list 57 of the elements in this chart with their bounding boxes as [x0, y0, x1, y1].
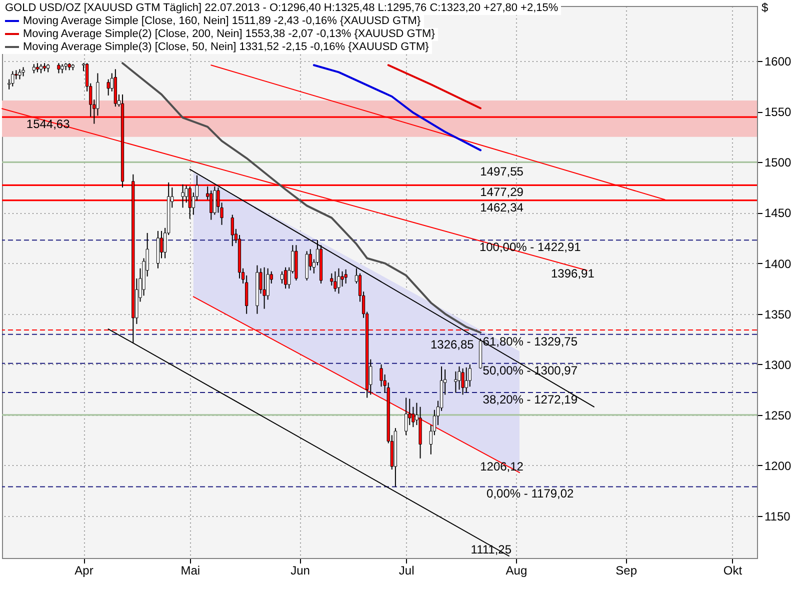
y-tick-label: 1600: [764, 54, 792, 69]
legend-label: Moving Average Simple(2) [Close, 200, Nein] 1553,38 -2,07 -0,13% {XAUUSD GTM}: [23, 28, 435, 40]
candlestick: [334, 270, 337, 292]
candlestick: [36, 62, 39, 73]
candlestick: [454, 370, 458, 394]
candlestick: [337, 268, 340, 294]
annotation: 1396,91: [550, 266, 595, 280]
candlestick: [181, 184, 184, 208]
annotation: 50,00% - 1300,97: [482, 363, 578, 378]
y-tick-label: 1450: [764, 206, 792, 220]
candlestick: [106, 78, 110, 96]
candlestick: [344, 268, 348, 284]
candlestick: [404, 397, 408, 436]
candlestick: [262, 266, 266, 310]
annotation: 61,80% - 1329,75: [482, 334, 578, 348]
candlestick: [11, 70, 14, 87]
y-tick-label: 1250: [764, 408, 792, 422]
x-tick-label: Apr: [74, 564, 94, 578]
candlestick: [280, 270, 284, 284]
y-tick-label: 1350: [764, 307, 792, 322]
y-tick-label: 1550: [764, 105, 792, 120]
candlestick: [284, 266, 288, 290]
candlestick: [230, 214, 234, 247]
chart-title: GOLD USD/OZ [XAUUSD GTM Täglich] 22.07.2013 - O:1296,40 H:1325,48 L:1295,76 C:1323,20 +27,80 +2,15%: [2, 2, 562, 15]
y-tick-label: 1300: [764, 358, 792, 372]
candlestick: [39, 64, 43, 74]
candlestick: [14, 70, 18, 80]
candlestick: [461, 368, 464, 396]
candlestick: [464, 366, 468, 394]
candlestick: [18, 68, 22, 80]
legend-label: Moving Average Simple(3) [Close, 50, Nein] 1331,52 -2,15 -0,16% {XAUUSD GTM}: [23, 41, 429, 53]
candlestick: [458, 366, 461, 390]
annotation: 0,00% - 1179,02: [486, 486, 574, 501]
candlestick: [22, 66, 25, 77]
annotation: 1326,85: [430, 337, 474, 352]
line-series: [312, 64, 482, 152]
x-tick-label: Mai: [180, 564, 200, 578]
annotation: 1462,34: [480, 200, 524, 214]
x-tick-label: Jun: [290, 564, 310, 578]
x-tick-label: Sep: [616, 564, 638, 578]
candlestick: [32, 64, 36, 74]
y-tick-label: 1200: [764, 458, 792, 473]
y-tick-label: 1500: [764, 156, 792, 170]
candlestick: [57, 62, 60, 74]
line-series: [122, 62, 482, 334]
x-tick-label: Jul: [398, 564, 414, 578]
candlestick: [340, 270, 344, 288]
candlestick: [60, 64, 64, 74]
x-tick-label: Aug: [506, 564, 528, 578]
y-tick-label: 1400: [764, 256, 792, 271]
annotation: 38,20% - 1272,19: [482, 392, 578, 407]
annotation: 1477,29: [480, 185, 524, 200]
legend-label: Moving Average Simple [Close, 160, Nein] 1511,89 -2,43 -0,16% {XAUUSD GTM}: [23, 15, 421, 27]
y-tick-label: 1150: [764, 510, 791, 524]
y-axis-title: $: [762, 0, 768, 14]
annotation: 1497,55: [480, 164, 524, 179]
x-tick-label: Okt: [723, 564, 743, 578]
